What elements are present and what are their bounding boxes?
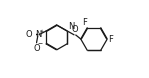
Text: N: N xyxy=(68,22,74,31)
Text: O: O xyxy=(72,25,78,34)
Text: −: − xyxy=(38,41,43,46)
Text: N: N xyxy=(35,30,41,39)
Text: +: + xyxy=(39,29,43,34)
Text: F: F xyxy=(82,18,87,27)
Text: F: F xyxy=(108,34,113,44)
Text: O: O xyxy=(33,44,40,53)
Text: O: O xyxy=(25,30,32,39)
